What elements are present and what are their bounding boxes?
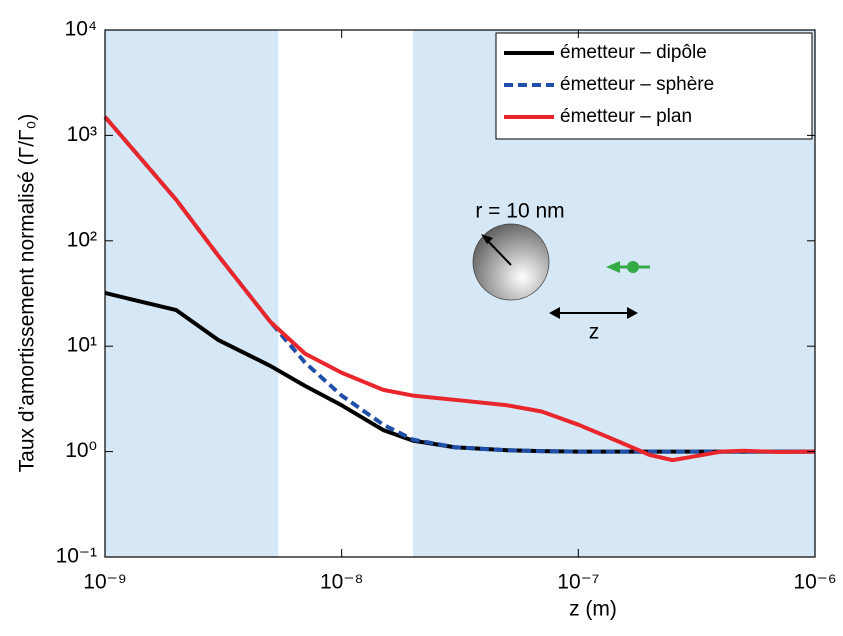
y-tick-label: 10²: [67, 228, 97, 251]
x-axis-label: z (m): [569, 598, 617, 621]
legend: émetteur – dipôle émetteur – sphère émette…: [495, 32, 813, 140]
radius-arrowhead: [481, 234, 493, 244]
distance-arrowheads: [549, 307, 638, 319]
emitter-arrowhead: [606, 261, 620, 273]
y-tick-label: 10¹: [67, 334, 97, 357]
sphere: [472, 223, 550, 301]
y-axis-label: Taux d’amortissement normalisé (Γ/Γ₀): [16, 114, 39, 473]
axes-frame: [104, 29, 816, 558]
x-tick-label: 10⁻⁶: [793, 571, 836, 594]
y-tick-label: 10⁻¹: [56, 545, 97, 568]
y-tick-label: 10⁴: [65, 18, 97, 41]
radius-arrow: [485, 238, 512, 266]
y-tick-label: 10³: [67, 123, 97, 146]
inset: r = 10 nm z: [472, 200, 650, 344]
legend-label: émetteur – plan: [560, 106, 692, 127]
shaded-region: [105, 30, 279, 557]
x-tick-label: 10⁻⁹: [83, 571, 126, 594]
y-tick-label: 10⁰: [65, 439, 97, 462]
legend-label: émetteur – sphère: [560, 74, 714, 95]
x-tick-label: 10⁻⁸: [320, 571, 363, 594]
legend-label: émetteur – dipôle: [560, 42, 707, 63]
distance-label: z: [589, 321, 600, 344]
series-line: [103, 115, 816, 463]
x-tick-label: 10⁻⁷: [557, 571, 599, 594]
emitter-dot: [627, 261, 639, 273]
radius-label: r = 10 nm: [475, 200, 564, 223]
